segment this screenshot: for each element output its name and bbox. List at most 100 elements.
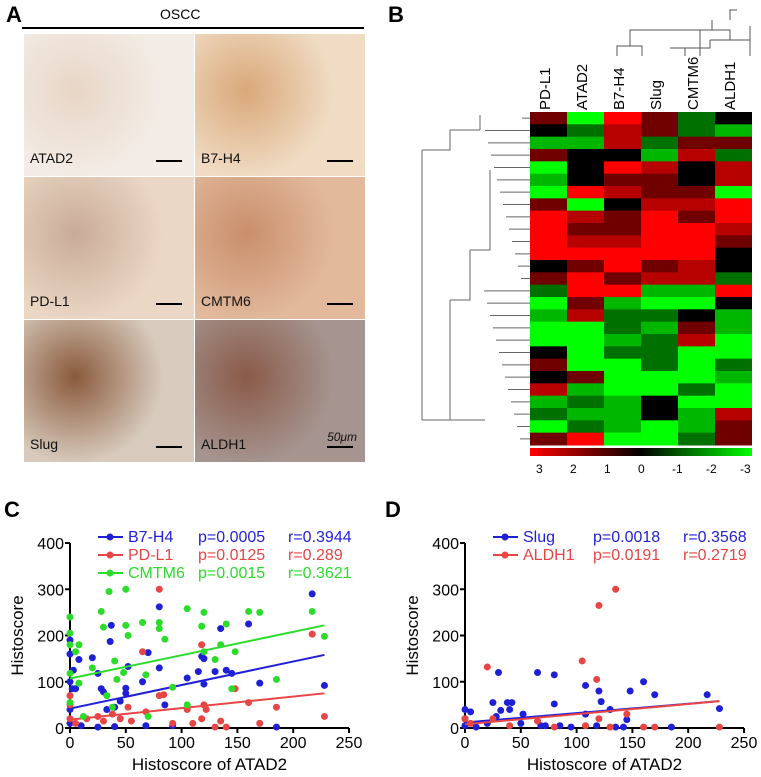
data-point-aldh1 (715, 723, 723, 731)
color-scale-tick: -1 (672, 462, 683, 476)
data-point-slug (715, 705, 723, 713)
legend-p-value: p=0.0015 (198, 565, 265, 582)
heatmap-cell (641, 235, 678, 249)
heatmap-cell (715, 161, 752, 175)
data-point-aldh1 (506, 722, 514, 730)
heatmap-cell (715, 309, 752, 323)
y-tick-label: 100 (432, 675, 459, 692)
heatmap-cell (715, 346, 752, 360)
color-scale-tick: 3 (536, 462, 543, 476)
data-point-b7-h4 (116, 697, 124, 705)
heatmap-cell (641, 432, 678, 446)
heatmap-cell (678, 309, 715, 323)
data-point-pd-l1 (72, 719, 80, 727)
data-point-slug (667, 723, 675, 731)
x-tick-label: 200 (280, 735, 307, 752)
heatmap-cell (567, 383, 604, 397)
data-point-b7-h4 (66, 650, 74, 658)
data-point-cmtm6 (142, 671, 150, 679)
heatmap-cell (641, 346, 678, 360)
scatter-chart-c: 0 50 100 150 200 250 0 100 200 300 400 Histoscore o… (8, 529, 362, 774)
data-point-b7-h4 (142, 722, 150, 730)
heatmap-cell (567, 309, 604, 323)
heatmap-cell (604, 432, 641, 446)
heatmap-cell (678, 173, 715, 187)
legend-r-value: r=0.3944 (288, 529, 352, 546)
heatmap-cell (715, 112, 752, 125)
data-point-cmtm6 (122, 585, 130, 593)
data-point-slug (626, 687, 634, 695)
data-point-aldh1 (578, 657, 586, 665)
heatmap-cell (715, 136, 752, 150)
heatmap-cell (567, 395, 604, 409)
data-point-b7-h4 (194, 668, 202, 676)
data-point-cmtm6 (124, 632, 132, 639)
heatmap-cell (641, 210, 678, 224)
data-point-pd-l1 (189, 719, 197, 727)
data-point-slug (467, 708, 475, 716)
stain-label: ATAD2 (30, 150, 74, 166)
data-point-b7-h4 (211, 668, 219, 676)
data-point-aldh1 (651, 723, 659, 731)
data-point-cmtm6 (122, 621, 130, 629)
heatmap-cell (715, 149, 752, 162)
heatmap-cell (678, 247, 715, 261)
regression-line-pd-l1 (69, 692, 325, 721)
heatmap-cell (567, 321, 604, 335)
data-point-aldh1 (640, 723, 648, 731)
heatmap-cell (530, 210, 567, 224)
heatmap-cell (715, 186, 752, 199)
data-point-cmtm6 (169, 683, 177, 691)
data-point-cmtm6 (88, 664, 96, 672)
y-axis-label: Histoscore (403, 595, 422, 675)
data-point-cmtm6 (155, 619, 163, 627)
heatmap-cell (715, 223, 752, 236)
data-point-slug (582, 681, 590, 689)
x-axis-label: Histoscore of ATAD2 (527, 755, 682, 774)
x-axis-label: Histoscore of ATAD2 (132, 755, 287, 774)
heatmap-cell (715, 210, 752, 224)
data-point-pd-l1 (99, 717, 107, 725)
data-point-cmtm6 (161, 635, 169, 643)
heatmap-cell (567, 371, 604, 384)
y-tick-label: 400 (37, 536, 64, 553)
heatmap-cell (530, 272, 567, 286)
heatmap-cell (530, 260, 567, 273)
heatmap-cell (604, 395, 641, 409)
heatmap-cell (678, 112, 715, 125)
heatmap-cell (678, 136, 715, 150)
heatmap-cell (604, 371, 641, 384)
heatmap-cell (530, 321, 567, 335)
heatmap-cell (530, 284, 567, 298)
heatmap-cell (604, 210, 641, 224)
heatmap-cell (715, 297, 752, 310)
heatmap-cell (604, 284, 641, 298)
data-point-cmtm6 (111, 657, 119, 665)
legend-marker (501, 533, 509, 541)
ihc-image-b7-h4: B7-H4 (195, 34, 365, 176)
stain-label: PD-L1 (30, 293, 70, 309)
heatmap-cell (604, 383, 641, 397)
data-point-slug (595, 687, 603, 695)
color-scale-bar (530, 448, 752, 456)
column-dendrogram (616, 9, 751, 56)
ihc-image-pd-l1: PD-L1 (24, 177, 194, 319)
heatmap-cell (641, 272, 678, 286)
heatmap-cell (604, 198, 641, 212)
heatmap-cell (678, 124, 715, 138)
heatmap-cell (604, 235, 641, 249)
heatmap-cell (530, 383, 567, 397)
heatmap-cell (567, 161, 604, 175)
heatmap-cell (641, 247, 678, 261)
legend-p-value: p=0.0005 (198, 529, 265, 546)
legend-r-value: r=0.289 (288, 547, 343, 564)
heatmap-cell (678, 420, 715, 434)
heatmap-cell (530, 223, 567, 236)
data-point-b7-h4 (308, 590, 316, 598)
panel-c-label: C (4, 497, 20, 522)
legend-r-value: r=0.3568 (683, 529, 747, 546)
heatmap-cell (604, 420, 641, 434)
scale-bar-label: 50μm (327, 430, 357, 444)
scale-bar (156, 446, 182, 448)
